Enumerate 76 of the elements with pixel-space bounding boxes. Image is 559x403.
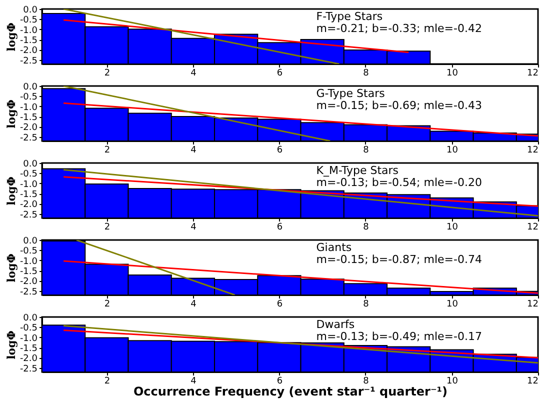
y-tick-label: -1.0: [20, 102, 38, 113]
annotation: m=-0.21; b=-0.33; mle=-0.42: [316, 22, 482, 35]
x-tick-label: 6: [276, 68, 283, 78]
x-axis-title: Occurrence Frequency (event star⁻¹ quarter⁻¹): [133, 384, 448, 398]
y-tick-label: -1.0: [20, 256, 38, 267]
y-axis-title: logΦ: [4, 99, 18, 128]
y-tick-label: -2.0: [20, 46, 38, 56]
y-tick-label: 0.0: [23, 236, 38, 246]
y-tick-label: 0.0: [23, 82, 38, 92]
annotation: m=-0.13; b=-0.54; mle=-0.20: [316, 176, 482, 189]
x-tick-label: 4: [190, 376, 197, 386]
y-tick-label: -0.5: [20, 92, 38, 103]
y-tick-label: -0.5: [20, 324, 38, 334]
y-tick-label: -1.5: [20, 113, 38, 124]
x-tick-label: 4: [190, 146, 197, 156]
y-tick-label: -0.5: [20, 16, 38, 26]
y-tick-label: -2.0: [20, 277, 38, 288]
y-tick-label: 0.0: [23, 160, 38, 170]
x-tick-label: 12: [527, 146, 538, 156]
x-tick-label: 10: [446, 68, 458, 78]
y-tick-label: -2.0: [20, 354, 38, 364]
y-tick-label: 0.0: [23, 314, 38, 324]
y-tick-label: -1.5: [20, 267, 38, 278]
x-tick-label: 8: [363, 376, 370, 386]
x-tick-label: 10: [446, 146, 458, 156]
y-tick-label: -1.0: [20, 334, 38, 344]
annotation: K_M-Type Stars: [316, 164, 399, 177]
y-tick-label: -1.5: [20, 344, 38, 354]
x-tick-label: 8: [363, 68, 370, 78]
x-tick-label: 2: [104, 68, 110, 78]
x-tick-label: 6: [276, 300, 283, 310]
y-tick-label: -2.5: [20, 287, 38, 298]
y-tick-label: -0.5: [20, 246, 38, 257]
x-tick-label: 6: [276, 376, 283, 386]
y-tick-label: -2.0: [20, 200, 38, 210]
y-axis-title: logΦ: [4, 330, 18, 360]
y-tick-label: -0.5: [20, 170, 38, 180]
annotation: Giants: [316, 241, 352, 254]
annotation: m=-0.13; b=-0.49; mle=-0.17: [316, 330, 482, 343]
y-tick-label: -1.5: [20, 190, 38, 200]
annotation: m=-0.15; b=-0.69; mle=-0.43: [316, 99, 482, 112]
x-tick-label: 4: [190, 300, 197, 310]
y-tick-label: 0.0: [23, 6, 38, 16]
y-tick-label: -1.0: [20, 180, 38, 190]
x-tick-label: 2: [104, 146, 110, 156]
x-tick-label: 12: [527, 222, 538, 232]
x-tick-label: 4: [190, 68, 197, 78]
y-tick-label: -1.0: [20, 26, 38, 36]
x-tick-label: 8: [363, 146, 370, 156]
x-tick-label: 10: [446, 376, 458, 386]
x-tick-label: 10: [446, 222, 458, 232]
x-tick-label: 10: [446, 300, 458, 310]
annotation: m=-0.15; b=-0.87; mle=-0.74: [316, 253, 482, 266]
y-tick-label: -2.5: [20, 133, 38, 144]
y-tick-label: -2.5: [20, 56, 38, 66]
x-tick-label: 2: [104, 300, 110, 310]
x-tick-label: 2: [104, 376, 110, 386]
x-tick-label: 12: [527, 68, 538, 78]
x-tick-label: 8: [363, 222, 370, 232]
y-tick-label: -2.5: [20, 364, 38, 374]
x-tick-label: 12: [527, 376, 538, 386]
y-tick-label: -2.5: [20, 210, 38, 220]
annotation: Dwarfs: [316, 318, 355, 331]
x-tick-label: 6: [276, 146, 283, 156]
y-axis-title: logΦ: [4, 22, 18, 52]
y-tick-label: -1.5: [20, 36, 38, 46]
x-tick-label: 8: [363, 300, 370, 310]
annotation: G-Type Stars: [316, 87, 386, 100]
y-tick-label: -2.0: [20, 123, 38, 134]
x-tick-label: 2: [104, 222, 110, 232]
annotation: F-Type Stars: [316, 10, 383, 23]
x-tick-label: 4: [190, 222, 197, 232]
x-tick-label: 6: [276, 222, 283, 232]
y-axis-title: logΦ: [4, 176, 18, 206]
x-tick-label: 12: [527, 300, 538, 310]
y-axis-title: logΦ: [4, 253, 18, 282]
